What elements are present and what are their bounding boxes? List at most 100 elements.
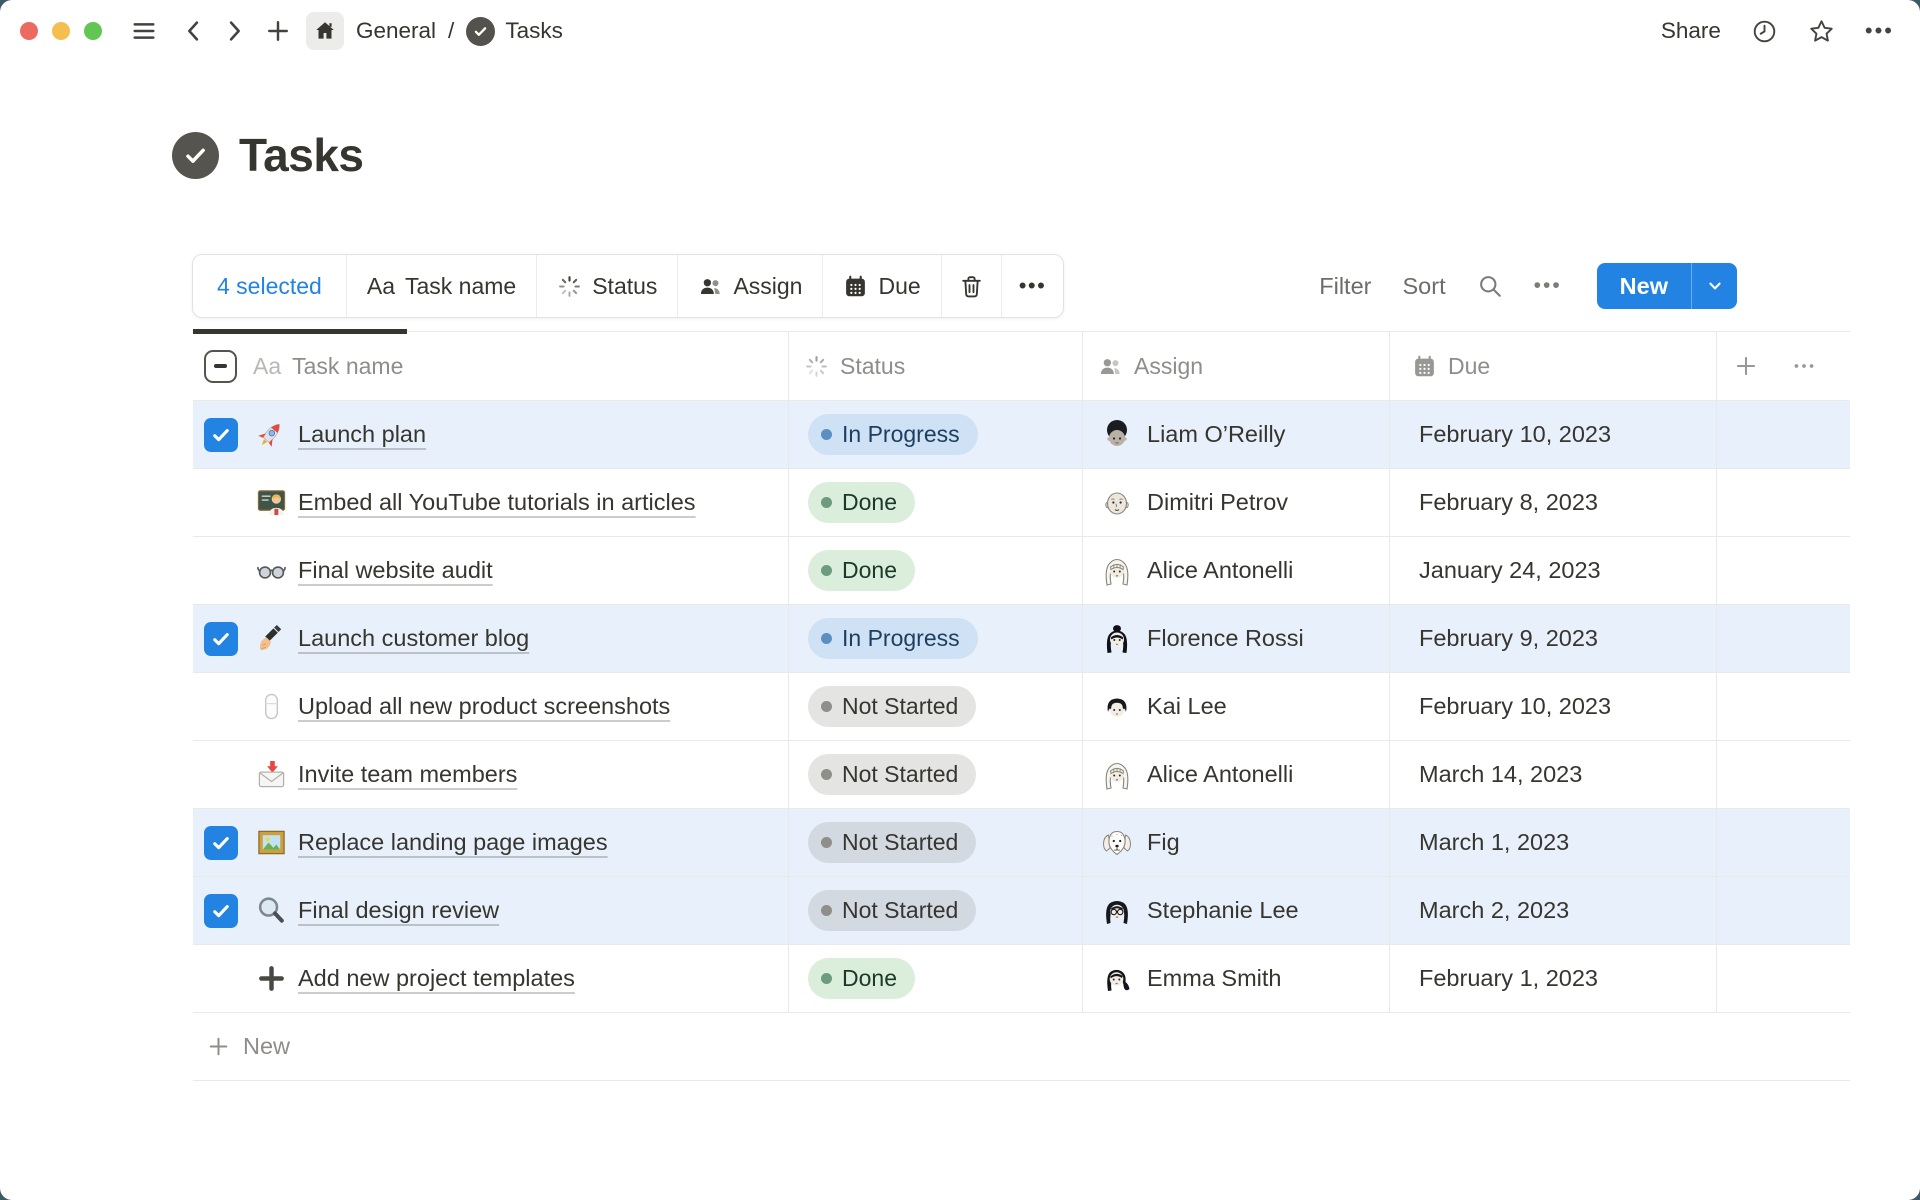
minimize-window-button[interactable] [52, 22, 70, 40]
back-button[interactable] [180, 17, 208, 45]
sort-button[interactable]: Sort [1402, 272, 1446, 299]
breadcrumb: General / Tasks [356, 16, 563, 46]
window-more-icon[interactable]: ••• [1864, 18, 1894, 43]
view-more-button[interactable]: ••• [1533, 274, 1562, 297]
assign-cell[interactable]: Stephanie Lee [1083, 877, 1390, 944]
table-row[interactable]: Launch plan In Progress Liam O’Reilly Fe… [193, 401, 1850, 469]
task-title-link[interactable]: Invite team members [298, 761, 518, 787]
favorite-star-icon[interactable] [1808, 18, 1835, 45]
table-row[interactable]: Add new project templates Done Emma Smit… [193, 945, 1850, 1013]
status-cell[interactable]: Not Started [789, 877, 1083, 944]
delete-button[interactable] [942, 255, 1002, 317]
search-icon[interactable] [1477, 273, 1503, 299]
due-property-button[interactable]: Due [823, 255, 942, 317]
assign-cell[interactable]: Florence Rossi [1083, 605, 1390, 672]
row-checkbox[interactable] [204, 621, 238, 656]
new-button[interactable]: New [1619, 272, 1668, 299]
due-cell[interactable]: February 9, 2023 [1390, 605, 1717, 672]
select-all-checkbox[interactable] [204, 349, 237, 383]
task-cell[interactable]: Invite team members [193, 741, 789, 808]
row-checkbox[interactable] [204, 962, 238, 996]
task-cell[interactable]: Add new project templates [193, 945, 789, 1012]
forward-button[interactable] [220, 17, 248, 45]
status-cell[interactable]: Not Started [789, 741, 1083, 808]
home-button[interactable] [306, 12, 344, 50]
due-cell[interactable]: January 24, 2023 [1390, 537, 1717, 604]
table-row[interactable]: Final website audit Done Alice Antonelli… [193, 537, 1850, 605]
table-row[interactable]: Replace landing page images Not Started … [193, 809, 1850, 877]
table-options-button[interactable] [1791, 353, 1817, 379]
new-tab-button[interactable] [264, 17, 292, 45]
task-cell[interactable]: Upload all new product screenshots [193, 673, 789, 740]
filter-button[interactable]: Filter [1319, 272, 1372, 299]
task-cell[interactable]: Final website audit [193, 537, 789, 604]
status-column-header[interactable]: Status [789, 332, 1083, 400]
task-cell[interactable]: Replace landing page images [193, 809, 789, 876]
assign-cell[interactable]: Emma Smith [1083, 945, 1390, 1012]
breadcrumb-page[interactable]: Tasks [505, 18, 563, 43]
row-checkbox[interactable] [204, 417, 238, 452]
table-row[interactable]: Final design review Not Started Stephani… [193, 877, 1850, 945]
task-name-column-header[interactable]: Aa Task name [193, 332, 789, 400]
breadcrumb-root[interactable]: General [356, 18, 437, 43]
share-button[interactable]: Share [1660, 18, 1721, 43]
close-window-button[interactable] [20, 22, 38, 40]
new-dropdown-button[interactable] [1691, 263, 1737, 309]
task-title-link[interactable]: Replace landing page images [298, 829, 608, 855]
task-cell[interactable]: Launch customer blog [193, 605, 789, 672]
due-column-header[interactable]: Due [1390, 332, 1717, 400]
due-cell[interactable]: March 14, 2023 [1390, 741, 1717, 808]
assign-cell[interactable]: Kai Lee [1083, 673, 1390, 740]
status-cell[interactable]: Done [789, 469, 1083, 536]
sidebar-menu-icon[interactable] [130, 17, 158, 45]
due-cell[interactable]: March 1, 2023 [1390, 809, 1717, 876]
task-title-link[interactable]: Upload all new product screenshots [298, 693, 671, 719]
history-clock-icon[interactable] [1751, 18, 1778, 45]
row-checkbox[interactable] [204, 825, 238, 860]
task-cell[interactable]: Launch plan [193, 401, 789, 468]
selected-count-button[interactable]: 4 selected [193, 255, 347, 317]
due-cell[interactable]: March 2, 2023 [1390, 877, 1717, 944]
task-title-link[interactable]: Final website audit [298, 557, 493, 583]
status-cell[interactable]: In Progress [789, 401, 1083, 468]
task-cell[interactable]: Final design review [193, 877, 789, 944]
assign-column-header[interactable]: Assign [1083, 332, 1390, 400]
due-cell[interactable]: February 1, 2023 [1390, 945, 1717, 1012]
row-checkbox[interactable] [204, 690, 238, 724]
new-row-button[interactable]: New [193, 1013, 1850, 1081]
due-cell[interactable]: February 10, 2023 [1390, 673, 1717, 740]
due-cell[interactable]: February 8, 2023 [1390, 469, 1717, 536]
task-title-link[interactable]: Embed all YouTube tutorials in articles [298, 489, 696, 515]
task-cell[interactable]: Embed all YouTube tutorials in articles [193, 469, 789, 536]
task-title-link[interactable]: Launch customer blog [298, 625, 530, 651]
assign-cell[interactable]: Fig [1083, 809, 1390, 876]
table-row[interactable]: Invite team members Not Started Alice An… [193, 741, 1850, 809]
row-checkbox[interactable] [204, 758, 238, 792]
add-column-button[interactable] [1733, 353, 1759, 379]
assign-cell[interactable]: Dimitri Petrov [1083, 469, 1390, 536]
status-cell[interactable]: Not Started [789, 673, 1083, 740]
status-cell[interactable]: In Progress [789, 605, 1083, 672]
assign-cell[interactable]: Alice Antonelli [1083, 741, 1390, 808]
status-cell[interactable]: Done [789, 945, 1083, 1012]
status-cell[interactable]: Not Started [789, 809, 1083, 876]
assign-cell[interactable]: Liam O’Reilly [1083, 401, 1390, 468]
due-cell[interactable]: February 10, 2023 [1390, 401, 1717, 468]
table-row[interactable]: Embed all YouTube tutorials in articles … [193, 469, 1850, 537]
row-extra-cell [1717, 673, 1850, 740]
row-checkbox[interactable] [204, 554, 238, 588]
table-row[interactable]: Upload all new product screenshots Not S… [193, 673, 1850, 741]
assign-property-button[interactable]: Assign [678, 255, 824, 317]
row-checkbox[interactable] [204, 893, 238, 928]
status-property-button[interactable]: Status [537, 255, 679, 317]
task-name-property-button[interactable]: Aa Task name [347, 255, 538, 317]
toolbar-more-button[interactable]: ••• [1018, 273, 1047, 298]
row-checkbox[interactable] [204, 486, 238, 520]
status-cell[interactable]: Done [789, 537, 1083, 604]
assign-cell[interactable]: Alice Antonelli [1083, 537, 1390, 604]
task-title-link[interactable]: Add new project templates [298, 965, 575, 991]
zoom-window-button[interactable] [84, 22, 102, 40]
task-title-link[interactable]: Launch plan [298, 421, 427, 447]
table-row[interactable]: Launch customer blog In Progress Florenc… [193, 605, 1850, 673]
task-title-link[interactable]: Final design review [298, 897, 500, 923]
